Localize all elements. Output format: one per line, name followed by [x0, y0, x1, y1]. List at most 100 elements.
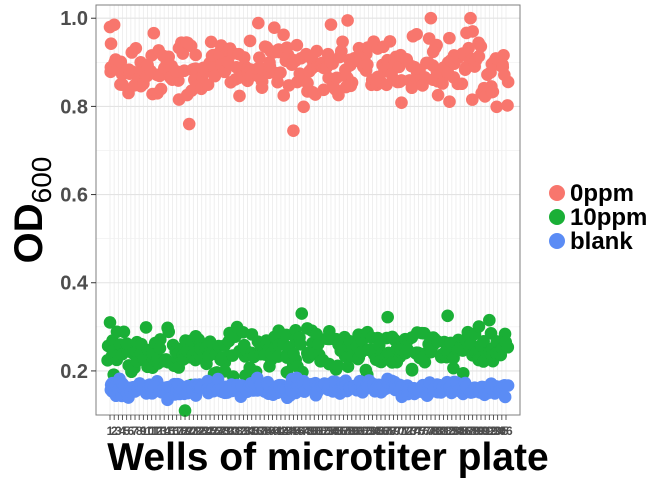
y-tick-label: 1.0 [60, 8, 88, 30]
x-tick-label: 37 [253, 424, 267, 438]
point-0ppm [466, 25, 479, 38]
point-10ppm [447, 361, 460, 375]
x-tick-label: 2 [111, 424, 118, 438]
x-tick-label: 13 [153, 424, 167, 438]
point-0ppm [253, 51, 266, 64]
x-tick-label: 93 [487, 424, 501, 438]
x-tick-label: 87 [462, 424, 476, 438]
x-tick-label: 77 [420, 424, 434, 438]
point-0ppm [383, 35, 397, 48]
point-0ppm [341, 14, 354, 27]
x-tick-label: 9 [140, 424, 147, 438]
x-tick-label: 86 [458, 424, 472, 438]
point-0ppm [274, 66, 287, 79]
point-0ppm [129, 41, 143, 55]
x-tick-label: 6 [127, 424, 134, 438]
x-tick-label: 79 [428, 424, 442, 438]
x-tick-label: 26 [208, 424, 222, 438]
x-tick-label: 51 [312, 424, 326, 438]
point-0ppm [306, 85, 319, 99]
legend-key-blank [549, 233, 565, 249]
x-tick-label: 62 [358, 424, 372, 438]
point-0ppm [395, 96, 408, 109]
point-0ppm [255, 81, 269, 94]
x-tick-label: 5 [123, 424, 130, 438]
x-tick-label: 58 [341, 424, 355, 438]
point-10ppm [501, 340, 515, 354]
x-tick-label: 3 [115, 424, 122, 438]
point-10ppm [101, 354, 114, 367]
x-tick-label: 17 [170, 424, 184, 438]
x-tick-label: 70 [391, 424, 405, 438]
point-10ppm [162, 325, 176, 339]
point-0ppm [424, 11, 438, 25]
x-axis-title: Wells of microtiter plate [107, 436, 548, 479]
point-0ppm [324, 18, 338, 31]
point-0ppm [474, 40, 488, 53]
point-0ppm [332, 88, 345, 102]
point-0ppm [501, 99, 514, 112]
x-tick-label: 82 [441, 424, 455, 438]
x-tick-label: 24 [199, 424, 213, 438]
x-tick-label: 64 [366, 424, 380, 438]
x-tick-label: 7 [132, 424, 139, 438]
x-tick-label: 56 [333, 424, 347, 438]
legend-label-blank: blank [570, 228, 633, 255]
point-0ppm [344, 79, 358, 93]
point-10ppm [341, 360, 355, 373]
point-0ppm [462, 41, 475, 55]
x-tick-label: 53 [320, 424, 334, 438]
x-tick-label: 80 [433, 424, 447, 438]
point-0ppm [443, 95, 456, 108]
x-tick-label: 78 [424, 424, 438, 438]
point-0ppm [335, 44, 348, 58]
point-0ppm [317, 83, 330, 97]
x-tick-label: 55 [328, 424, 342, 438]
x-tick-label: 41 [270, 424, 284, 438]
x-tick-label: 88 [466, 424, 480, 438]
point-10ppm [294, 337, 307, 351]
point-0ppm [208, 69, 222, 83]
point-0ppm [310, 44, 324, 58]
x-tick-label: 22 [191, 424, 205, 438]
x-tick-label: 15 [162, 424, 176, 438]
x-tick-label: 44 [283, 424, 297, 438]
x-tick-label: 4 [119, 424, 126, 438]
point-10ppm [310, 327, 323, 341]
x-tick-label: 81 [437, 424, 451, 438]
point-0ppm [426, 45, 440, 59]
legend-label-0ppm: 0ppm [570, 180, 634, 207]
x-tick-label: 83 [445, 424, 459, 438]
x-tick-label: 12 [149, 424, 163, 438]
x-tick-label: 60 [349, 424, 363, 438]
point-10ppm [483, 313, 496, 327]
point-0ppm [251, 16, 265, 30]
point-10ppm [117, 325, 131, 339]
point-0ppm [486, 85, 500, 99]
x-tick-label: 40 [266, 424, 280, 438]
x-tick-label: 14 [158, 424, 172, 438]
y-tick-label: 0.8 [60, 96, 88, 118]
point-10ppm [178, 404, 192, 417]
x-tick-label: 72 [399, 424, 413, 438]
panel-border [95, 4, 521, 416]
x-tick-label: 76 [416, 424, 430, 438]
point-0ppm [290, 38, 304, 52]
x-tick-label: 32 [233, 424, 247, 438]
point-10ppm [154, 333, 167, 346]
x-tick-label: 33 [237, 424, 251, 438]
point-0ppm [287, 124, 300, 137]
x-tick-label: 61 [353, 424, 367, 438]
x-tick-label: 42 [274, 424, 288, 438]
x-tick-label: 57 [337, 424, 351, 438]
x-tick-label: 52 [316, 424, 330, 438]
point-10ppm [103, 316, 117, 329]
point-10ppm [456, 366, 470, 380]
point-0ppm [154, 82, 168, 96]
x-tick-label: 50 [308, 424, 322, 438]
x-tick-label: 27 [212, 424, 226, 438]
point-0ppm [104, 37, 118, 51]
point-0ppm [182, 117, 196, 131]
point-0ppm [498, 68, 511, 82]
point-10ppm [441, 309, 454, 323]
